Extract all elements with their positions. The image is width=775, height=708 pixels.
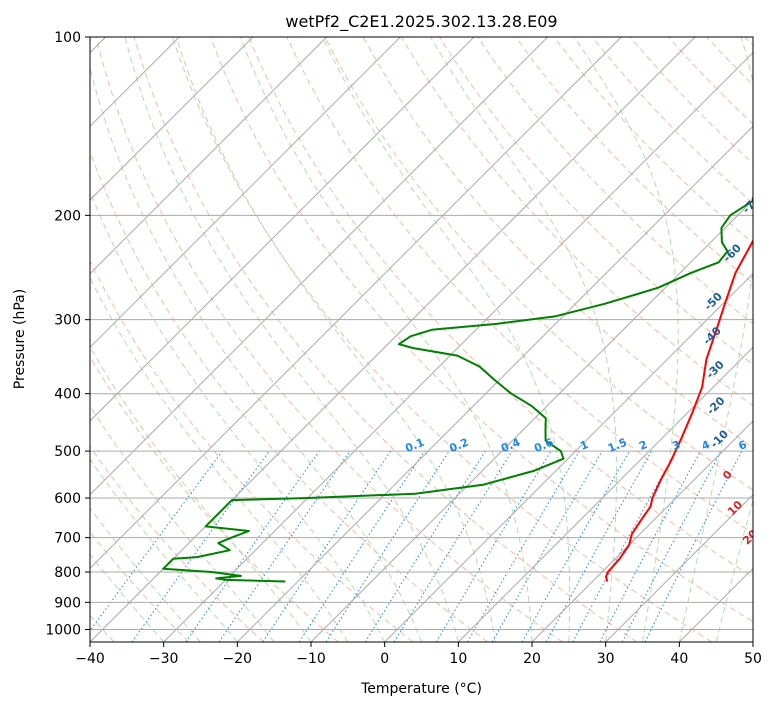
moist-adiabat-line [90,189,386,642]
plot-frame [89,36,754,643]
dry-adiabat-line [171,37,712,642]
dry-adiabat-line [90,356,339,642]
x-tick-label: 30 [597,651,615,667]
moist-adiabat-line [715,498,753,642]
moist-adiabat-line [90,65,422,642]
x-tick-label: 40 [670,651,688,667]
dry-adiabat-line [133,37,638,642]
dry-adiabat-line [515,37,753,284]
mixing-ratio-line [325,450,450,642]
mixing-ratio-line [185,450,320,642]
isotherm-line [236,125,753,642]
moist-adiabat-line [175,37,496,642]
dry-adiabat-line [95,37,563,642]
y-axis-label: Pressure (hPa) [12,289,28,389]
mixing-ratio-line [90,450,223,632]
isotherm-line [90,37,475,422]
y-tick-label: 700 [54,531,81,547]
mixing-ratio-line [131,450,270,642]
moist-adiabat-line [430,37,617,642]
mixing-ratio-line [218,450,351,642]
moist-adiabat-line [678,37,753,642]
moist-adiabat-line [124,37,459,642]
isotherm-line [384,272,753,642]
dry-adiabat-line [324,37,753,491]
pressure-gridlines [90,37,753,630]
dry-adiabat-line [90,259,414,642]
y-tick-label: 500 [54,444,81,460]
isotherm-line [605,493,753,642]
dry-adiabat-line [248,37,753,578]
temperature-profile-line [605,238,753,582]
mixing-ratio-label: 2 [637,438,649,453]
moist-adiabat-line [90,507,201,642]
dry-adiabat-line [210,37,753,623]
isotherm-line [457,346,753,642]
dewpoint-profile-line [162,199,753,583]
mixing-ratio-line [262,450,392,642]
dry-adiabat-line [90,445,264,642]
isotherm-line [90,37,549,496]
y-axis-ticks: 100 200 300 400 500 600 700 800 900 1000 [45,30,90,638]
x-tick-label: −30 [149,651,179,667]
x-tick-label: 0 [380,651,389,667]
moist-adiabat-line [90,405,275,642]
y-tick-label: 300 [54,313,81,329]
isotherm-line [90,37,328,275]
plot-area: -100-90-80-70-60-50-40-30-20-100.10.20.4… [90,37,753,642]
isotherm-line [163,51,753,642]
moist-adiabats [90,37,753,642]
isotherms [90,37,753,642]
moist-adiabat-line [90,458,238,642]
y-tick-label: 800 [54,565,81,581]
y-tick-label: 400 [54,387,81,403]
dry-adiabat-line [286,37,753,534]
y-tick-label: 1000 [45,622,81,638]
mixing-ratio-line [393,450,513,642]
y-tick-label: 600 [54,491,81,507]
chart-title: wetPf2_C2E1.2025.302.13.28.E09 [285,12,557,32]
mixing-ratio-label: 3 [670,438,682,453]
moist-adiabat-line [574,37,679,642]
x-tick-label: −40 [75,651,105,667]
x-axis-ticks: −40 −30 −20 −10 0 10 20 30 40 50 [75,642,762,667]
x-tick-label: 50 [744,651,762,667]
moist-adiabat-line [90,553,165,642]
mixing-ratio-line [545,450,653,642]
y-tick-label: 100 [54,30,81,46]
isotherm-line [531,420,753,642]
x-tick-label: 20 [523,651,541,667]
isotherm-line [90,37,696,642]
isotherm-line [90,37,254,201]
x-tick-label: −10 [296,651,326,667]
moist-adiabat-line [322,37,571,642]
profile-series [162,199,753,583]
mixing-ratio-label: 1 [578,438,590,453]
y-tick-label: 900 [54,595,81,611]
x-axis-label: Temperature (°C) [360,681,482,697]
moist-adiabat-line [90,276,349,642]
moist-adiabat-line [239,37,533,642]
x-tick-label: 10 [449,651,467,667]
dry-adiabats [90,37,753,642]
isotherm-line [90,37,622,570]
x-tick-label: −20 [223,651,253,667]
y-tick-label: 200 [54,208,81,224]
mixing-ratio-line [644,450,743,642]
isotherm-line [310,199,753,642]
mixing-ratio-line [521,450,630,642]
isotherm-line [90,37,401,349]
